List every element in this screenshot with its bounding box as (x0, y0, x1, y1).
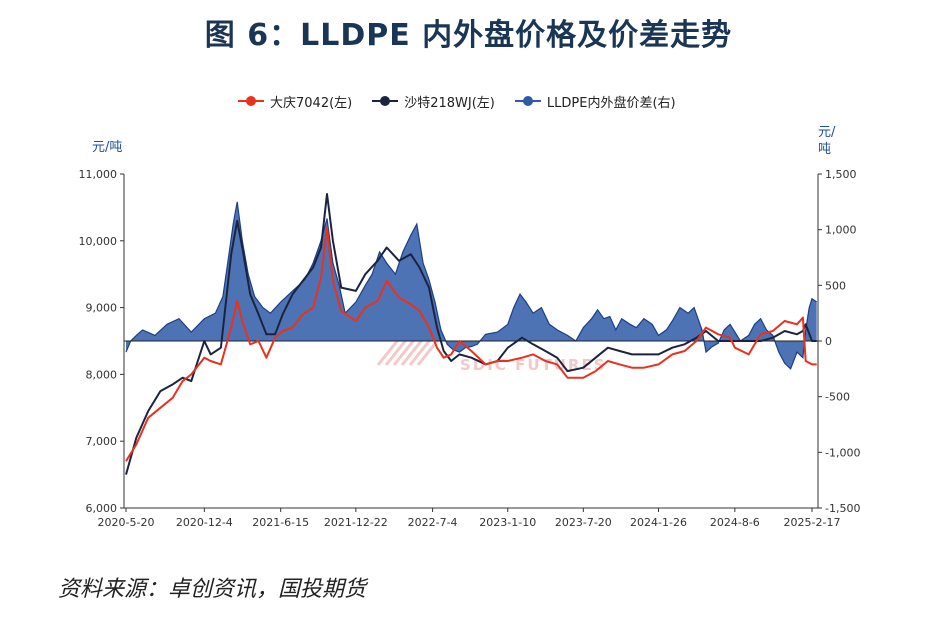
watermark-text: SDIC FUTURES (460, 356, 607, 374)
shate-line (125, 193, 817, 475)
left-tick-label: 11,000 (79, 168, 118, 181)
watermark-logo-stroke (408, 339, 432, 366)
left-tick-label: 9,000 (86, 302, 118, 315)
legend-swatch-shate (372, 96, 399, 106)
legend: 大庆7042(左) 沙特218WJ(左) LLDPE内外盘价差(右) (238, 90, 696, 112)
left-tick-label: 10,000 (79, 235, 118, 248)
legend-marker-shate (380, 96, 391, 106)
x-tick-label: 2023-1-10 (479, 516, 536, 529)
x-tick-label: 2022-7-4 (408, 516, 458, 529)
right-tick-label: 1,500 (825, 168, 857, 181)
right-tick-label: -1,500 (825, 502, 860, 515)
legend-item-spread: LLDPE内外盘价差(右) (514, 92, 676, 111)
watermark-logo-stroke (384, 339, 408, 366)
spread-area (126, 201, 817, 369)
legend-marker-spread (522, 96, 533, 106)
legend-item-shate: 沙特218WJ(左) (372, 92, 495, 111)
right-tick-label: -500 (825, 391, 850, 404)
left-tick-label: 6,000 (86, 502, 118, 515)
daqing-line (125, 226, 817, 462)
right-axis-unit: 元/吨 (818, 125, 836, 157)
x-tick-label: 2021-6-15 (252, 516, 309, 529)
right-tick-label: 500 (825, 279, 846, 292)
legend-label-shate: 沙特218WJ(左) (404, 95, 495, 111)
x-tick-label: 2020-5-20 (98, 516, 155, 529)
x-tick-label: 2024-1-26 (630, 516, 687, 529)
x-tick-label: 2021-12-22 (324, 516, 388, 529)
right-tick-label: -1,000 (825, 446, 860, 459)
x-tick-label: 2024-8-6 (710, 516, 760, 529)
legend-label-daqing: 大庆7042(左) (270, 95, 353, 111)
right-tick-label: 0 (825, 335, 832, 348)
watermark-logo-stroke (400, 339, 424, 366)
left-tick-label: 8,000 (86, 368, 118, 381)
legend-marker-daqing (246, 96, 256, 106)
watermark-logo-stroke (376, 339, 400, 366)
watermark-logo-stroke (392, 339, 416, 366)
left-axis-unit: 元/吨 (92, 140, 123, 155)
spread-outline (125, 201, 818, 370)
x-tick-label: 2020-12-4 (176, 516, 233, 529)
left-tick-label: 7,000 (86, 435, 118, 448)
x-tick-label: 2023-7-20 (555, 516, 612, 529)
legend-item-daqing: 大庆7042(左) (238, 92, 352, 111)
legend-swatch-spread (514, 96, 541, 106)
x-tick-label: 2025-2-17 (784, 516, 841, 529)
source-note: 资料来源：卓创资讯，国投期货 (58, 577, 367, 602)
legend-label-spread: LLDPE内外盘价差(右) (546, 95, 676, 111)
legend-swatch-daqing (238, 96, 264, 106)
right-tick-label: 1,000 (825, 224, 857, 237)
chart-title: 图 6：LLDPE 内外盘价格及价差走势 (204, 18, 733, 53)
